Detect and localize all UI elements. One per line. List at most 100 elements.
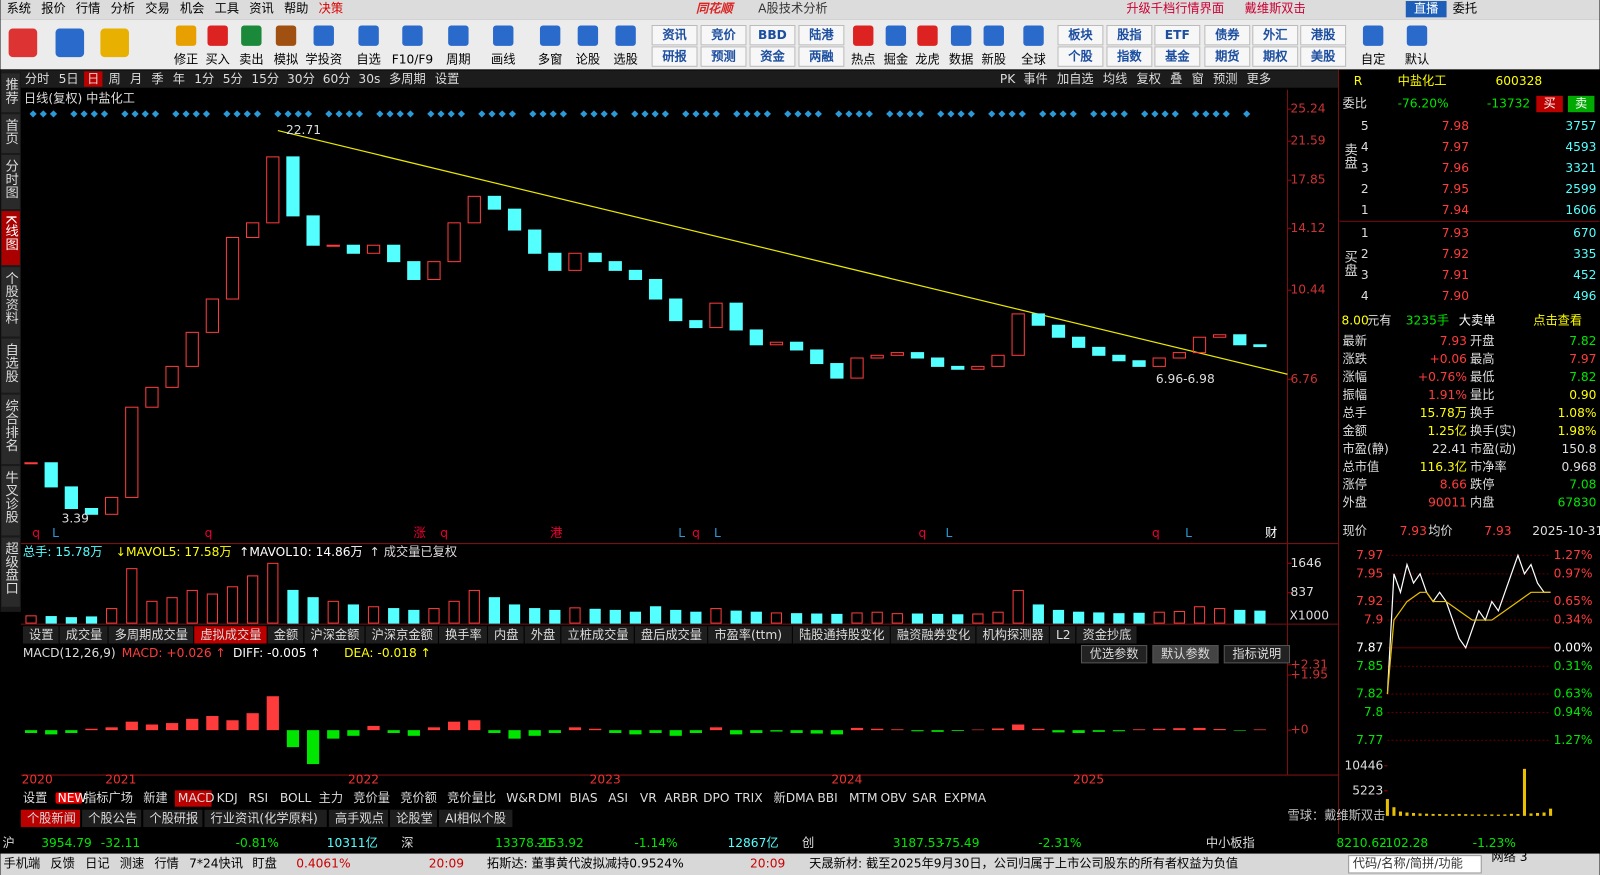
tool-button[interactable]: 选股 xyxy=(613,53,637,67)
indicator-tab[interactable]: 虚拟成交量 xyxy=(200,627,261,642)
grid-button[interactable]: 板块 xyxy=(1068,27,1093,42)
period-button[interactable]: 15分 xyxy=(251,72,279,86)
status-item[interactable]: 7*24快讯 xyxy=(189,856,243,870)
news-tab[interactable]: 个股研报 xyxy=(149,810,198,825)
period-button[interactable]: 设置 xyxy=(435,72,459,86)
event-marker[interactable]: 港 xyxy=(550,526,562,540)
period-button[interactable]: 多周期 xyxy=(389,72,426,86)
period-button[interactable]: 30s xyxy=(358,72,380,86)
event-marker[interactable]: L xyxy=(678,526,685,540)
grid-button[interactable]: 竞价 xyxy=(711,27,736,42)
indicator-tab[interactable]: 内盘 xyxy=(494,627,518,642)
user-name[interactable]: 戴维斯双击 xyxy=(1245,1,1306,16)
event-marker[interactable]: L xyxy=(714,526,721,540)
period-button[interactable]: 5日 xyxy=(59,72,79,86)
sidebar-tab[interactable]: 牛叉诊股 xyxy=(3,470,19,525)
sidebar-tab[interactable]: 分时图 xyxy=(3,159,19,199)
indicator-tab[interactable]: ASI xyxy=(608,791,628,805)
indicator-tab[interactable]: SAR xyxy=(912,791,937,805)
grid-button[interactable]: 个股 xyxy=(1067,49,1093,64)
grid-button[interactable]: 期权 xyxy=(1263,49,1288,64)
period-button[interactable]: 5分 xyxy=(223,72,243,86)
grid-button[interactable]: 外汇 xyxy=(1262,27,1287,42)
indicator-tab[interactable]: 沪深金额 xyxy=(310,627,359,642)
grid-button[interactable]: 港股 xyxy=(1311,27,1336,42)
tool-button[interactable]: 买入 xyxy=(205,53,229,67)
chart-tool[interactable]: 事件 xyxy=(1023,72,1047,86)
status-item[interactable]: 日记 xyxy=(85,856,109,870)
tool-button[interactable]: 掘金 xyxy=(884,52,908,67)
indicator-tab[interactable]: 融资融券变化 xyxy=(897,627,970,642)
tool-button[interactable]: 学投资 xyxy=(305,52,342,67)
status-item[interactable]: 测速 xyxy=(120,856,144,870)
indicator-tab[interactable]: EXPMA xyxy=(944,791,987,805)
news-tab[interactable]: 个股公告 xyxy=(88,811,137,825)
param-button[interactable]: 默认参数 xyxy=(1161,646,1210,661)
chart-tool[interactable]: 更多 xyxy=(1247,72,1271,86)
event-marker[interactable]: q xyxy=(32,526,40,540)
indicator-tab[interactable]: TRIX xyxy=(734,791,763,805)
event-marker[interactable]: 涨 xyxy=(414,525,426,540)
menu-item[interactable]: 帮助 xyxy=(284,2,308,16)
indicator-tab[interactable]: VR xyxy=(640,791,657,805)
event-marker[interactable]: q xyxy=(918,526,926,540)
status-item[interactable]: 行情 xyxy=(154,856,178,870)
period-button[interactable]: 60分 xyxy=(323,72,351,86)
news-tab[interactable]: 高手观点 xyxy=(335,810,384,825)
menu-item[interactable]: 交易 xyxy=(145,1,169,16)
grid-button[interactable]: 陆港 xyxy=(809,27,834,42)
indicator-tab[interactable]: 沪深京金额 xyxy=(372,627,433,642)
period-button[interactable]: 季 xyxy=(151,72,163,86)
menu-item[interactable]: 资讯 xyxy=(249,2,273,16)
sidebar-tab[interactable]: 综合排名 xyxy=(3,398,19,452)
news-tab[interactable]: 个股新闻 xyxy=(27,810,76,825)
search-box[interactable] xyxy=(1348,855,1482,874)
indicator-tab[interactable]: W&R xyxy=(506,791,537,805)
grid-button[interactable]: 资金 xyxy=(760,49,785,64)
tool-button[interactable]: F10/F9 xyxy=(392,53,434,67)
chart-tool[interactable]: PK xyxy=(1000,72,1016,86)
tool-button[interactable]: 自选 xyxy=(356,53,380,67)
news-tab[interactable]: AI相似个股 xyxy=(445,811,506,825)
indicator-tab[interactable]: 竞价量比 xyxy=(447,791,496,805)
tool-button[interactable]: 热点 xyxy=(851,53,875,67)
period-button[interactable]: 年 xyxy=(173,72,185,86)
grid-button[interactable]: 指数 xyxy=(1117,49,1142,64)
grid-button[interactable]: BBD xyxy=(758,28,787,42)
period-button[interactable]: 1分 xyxy=(194,72,214,86)
live-button[interactable] xyxy=(1405,1,1447,18)
chart-tool[interactable]: 复权 xyxy=(1137,72,1161,86)
tool-button[interactable]: 自定 xyxy=(1361,52,1385,67)
grid-button[interactable]: 期货 xyxy=(1215,49,1239,64)
sidebar-tab[interactable]: 推荐 xyxy=(3,77,19,104)
menu-item[interactable]: 报价 xyxy=(41,1,65,16)
indicator-tab[interactable]: 多周期成交量 xyxy=(115,627,188,642)
news-tab[interactable]: 行业资讯(化学原料) xyxy=(211,810,318,825)
indicator-tab[interactable]: BIAS xyxy=(570,791,598,805)
tool-button[interactable]: 数据 xyxy=(949,52,973,67)
tool-button[interactable]: 全球 xyxy=(1021,52,1045,67)
period-button[interactable]: 分时 xyxy=(25,72,49,86)
tool-icon[interactable] xyxy=(100,28,129,58)
grid-button[interactable]: 基金 xyxy=(1164,49,1190,64)
indicator-tab[interactable]: 机构探测器 xyxy=(983,627,1044,642)
grid-button[interactable]: 股指 xyxy=(1117,27,1141,42)
indicator-tab[interactable]: DMI xyxy=(538,791,562,805)
indicator-tab[interactable]: DPO xyxy=(703,791,729,805)
indicator-tab[interactable]: 市盈率(ttm) xyxy=(714,627,782,642)
menu-item[interactable]: 系统 xyxy=(7,2,31,16)
tool-button[interactable]: 论股 xyxy=(576,53,600,67)
indicator-tab[interactable]: 外盘 xyxy=(531,627,555,642)
chart-tool[interactable]: 窗 xyxy=(1192,72,1204,86)
indicator-tab[interactable]: 盘后成交量 xyxy=(641,627,702,642)
period-button[interactable]: 30分 xyxy=(287,72,315,86)
sidebar-tab[interactable]: 超级盘口 xyxy=(3,541,19,595)
tool-button[interactable]: 新股 xyxy=(982,52,1006,67)
period-button[interactable]: 日 xyxy=(87,72,99,86)
event-marker[interactable]: q xyxy=(440,526,448,540)
param-button[interactable]: 指标说明 xyxy=(1232,646,1281,661)
indicator-tab[interactable]: L2 xyxy=(1056,628,1071,642)
big-order[interactable]: 点击查看 xyxy=(1533,314,1582,328)
indicator-tab[interactable]: 金额 xyxy=(274,627,298,642)
indicator-tab[interactable]: MACD xyxy=(178,791,215,805)
